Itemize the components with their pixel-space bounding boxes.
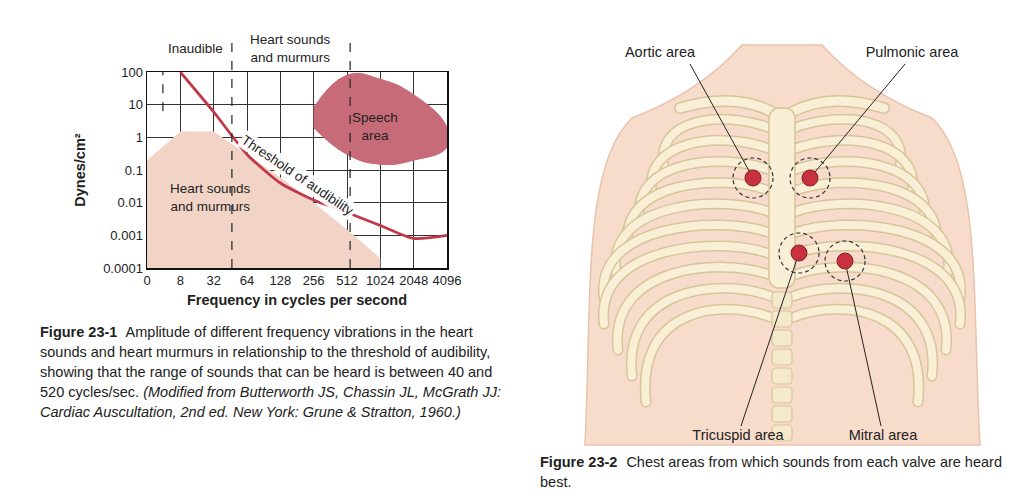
svg-text:0: 0	[143, 273, 150, 288]
svg-text:256: 256	[303, 273, 325, 288]
svg-text:Mitral area: Mitral area	[849, 427, 918, 443]
svg-text:Heart soundsand murmurs: Heart soundsand murmurs	[250, 32, 331, 65]
svg-text:2048: 2048	[399, 273, 428, 288]
svg-text:1: 1	[136, 130, 143, 145]
svg-text:64: 64	[240, 273, 254, 288]
svg-text:4096: 4096	[433, 273, 462, 288]
svg-text:Pulmonic area: Pulmonic area	[866, 44, 960, 60]
svg-text:10: 10	[128, 97, 142, 112]
svg-text:Aortic area: Aortic area	[625, 44, 696, 60]
svg-text:Tricuspid area: Tricuspid area	[692, 427, 784, 443]
svg-text:100: 100	[121, 65, 143, 80]
svg-text:512: 512	[336, 273, 358, 288]
svg-text:128: 128	[269, 273, 291, 288]
svg-text:8: 8	[177, 273, 184, 288]
svg-text:0.0001: 0.0001	[103, 261, 143, 276]
svg-text:Dynes/cm²: Dynes/cm²	[72, 133, 88, 207]
svg-text:Threshold of audibility: Threshold of audibility	[239, 132, 356, 218]
svg-text:Frequency in cycles per second: Frequency in cycles per second	[187, 292, 407, 308]
svg-text:0.1: 0.1	[125, 163, 143, 178]
svg-text:32: 32	[206, 273, 220, 288]
html-text:Figure 23-2 Chest areas from w: Figure 23-2 Chest areas from which sound…	[540, 454, 1002, 490]
svg-text:1024: 1024	[366, 273, 395, 288]
svg-text:Speecharea: Speecharea	[352, 110, 398, 143]
svg-text:Inaudible: Inaudible	[168, 41, 223, 56]
svg-text:0.001: 0.001	[110, 228, 143, 243]
svg-text:0.01: 0.01	[118, 195, 143, 210]
svg-text:Heart soundsand murmurs: Heart soundsand murmurs	[170, 181, 251, 214]
html-text:Figure 23-1 Amplitude of diffe: Figure 23-1 Amplitude of different frequ…	[40, 324, 501, 420]
